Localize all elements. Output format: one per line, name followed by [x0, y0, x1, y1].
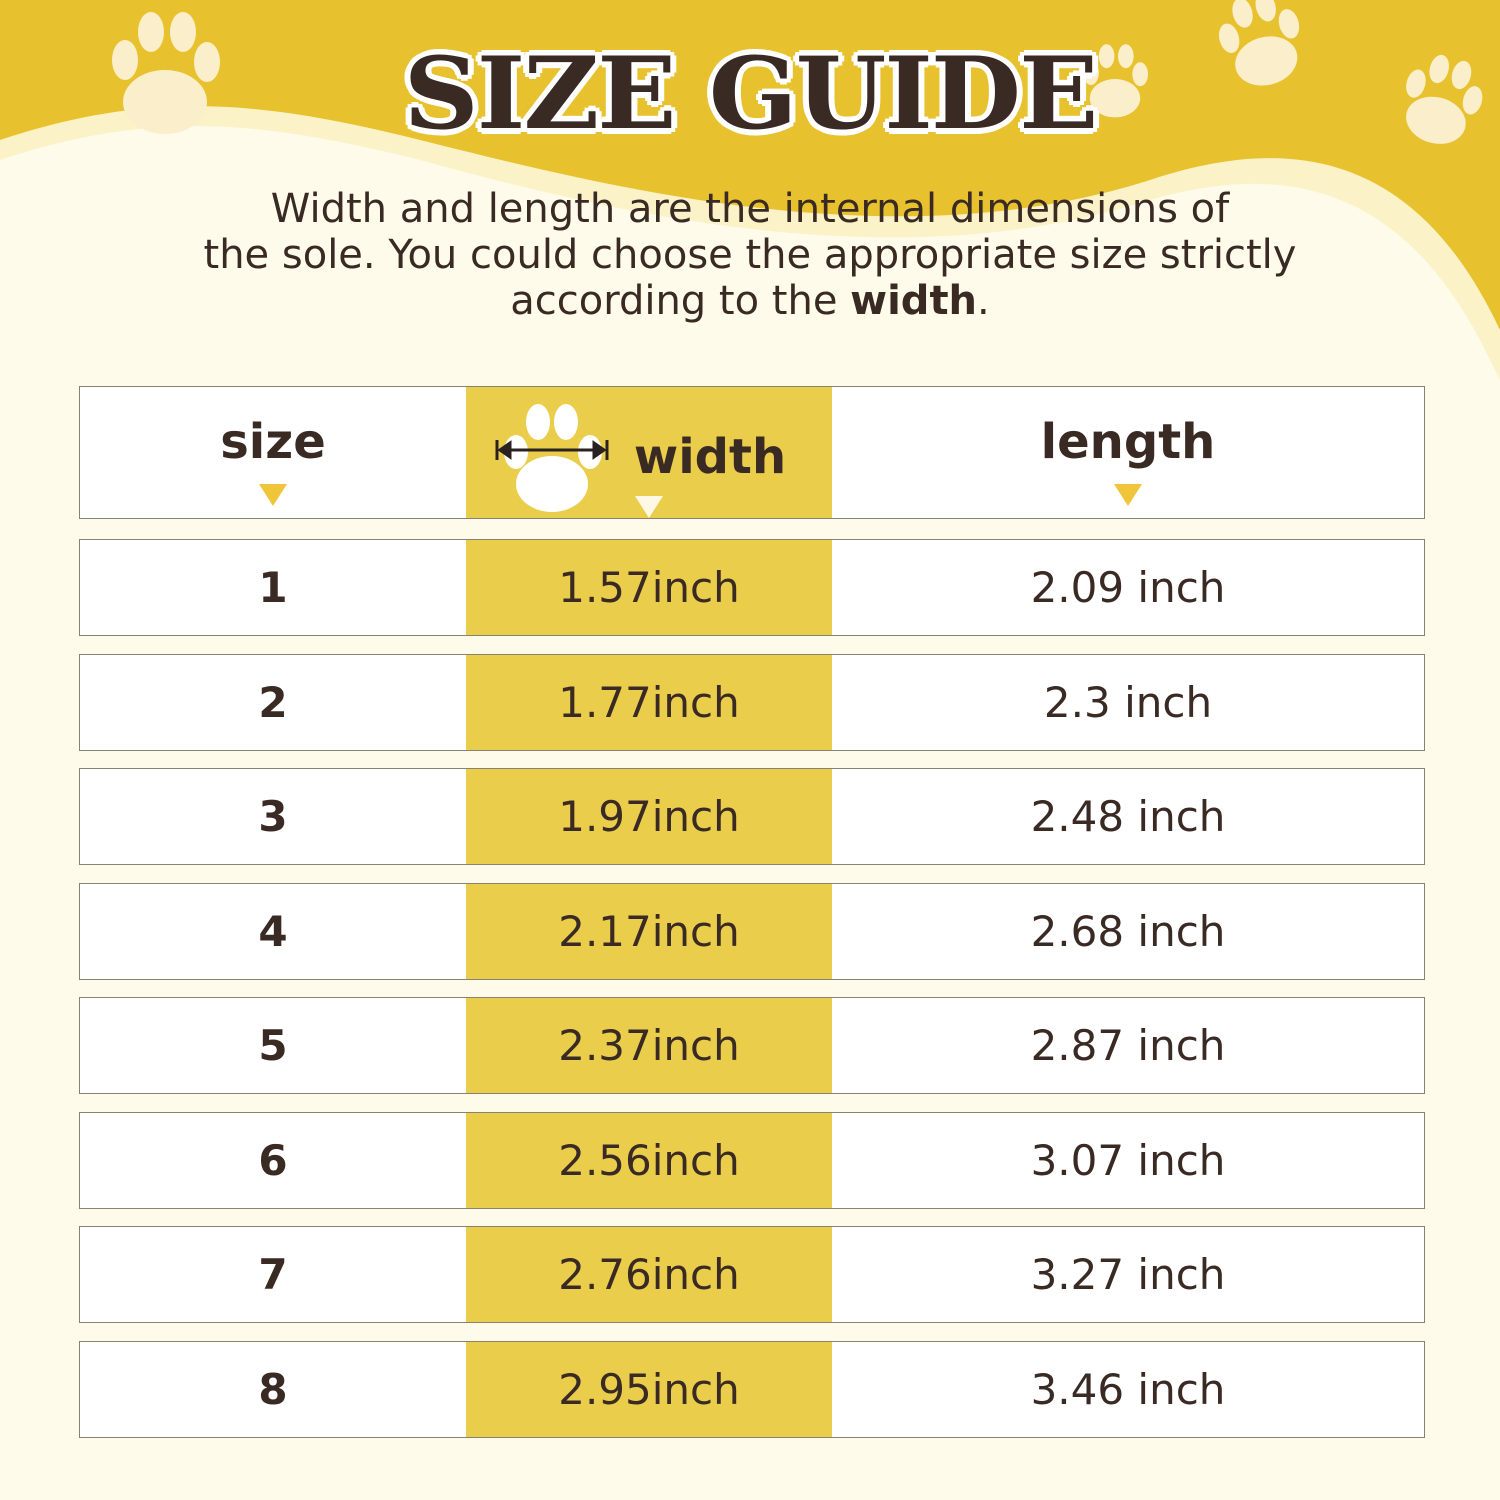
- table-row: 3 1.97inch 2.48 inch: [79, 768, 1425, 865]
- width-cell: 1.77inch: [466, 654, 832, 750]
- paw-with-width-arrow-icon: [495, 403, 609, 512]
- description-text: .: [977, 278, 990, 324]
- length-cell: 2.09 inch: [1030, 563, 1226, 612]
- paw-icon: [112, 12, 220, 134]
- size-cell: 3: [258, 792, 288, 841]
- header-label: length: [1040, 413, 1216, 470]
- paw-icon: [1406, 54, 1483, 144]
- paw-print-decorations: [112, 0, 1483, 144]
- description-line: according to the width.: [150, 278, 1350, 324]
- table-row: 7 2.76inch 3.27 inch: [79, 1226, 1425, 1323]
- size-cell: 1: [258, 563, 288, 612]
- header-length: length: [832, 387, 1424, 518]
- table-row: 2 1.77inch 2.3 inch: [79, 653, 1425, 751]
- page-title: SIZE GUIDE: [403, 35, 1099, 152]
- header-size: size: [80, 387, 466, 518]
- width-cell: 2.95inch: [466, 1341, 832, 1437]
- table-row: 8 2.95inch 3.46 inch: [79, 1340, 1425, 1438]
- paw-icon: [1083, 44, 1148, 118]
- size-cell: 4: [258, 906, 288, 956]
- size-cell: 2: [258, 677, 288, 727]
- size-cell: 7: [258, 1250, 288, 1299]
- size-cell: 6: [258, 1135, 288, 1185]
- size-description: Width and length are the internal dimens…: [150, 186, 1350, 324]
- triangle-down-icon: [635, 495, 663, 518]
- length-cell: 3.27 inch: [1030, 1250, 1226, 1299]
- description-emphasis: width: [850, 278, 978, 324]
- table-row: 4 2.17inch 2.68 inch: [79, 882, 1425, 980]
- length-cell: 3.07 inch: [1030, 1135, 1226, 1185]
- header-label: size: [220, 413, 326, 470]
- width-cell: 2.37inch: [466, 998, 832, 1093]
- table-header: size width length: [79, 386, 1425, 519]
- width-cell: 2.17inch: [466, 883, 832, 979]
- length-cell: 2.48 inch: [1030, 792, 1226, 841]
- table-row: 1 1.57inch 2.09 inch: [79, 539, 1425, 636]
- table-row: 6 2.56inch 3.07 inch: [79, 1111, 1425, 1209]
- size-cell: 8: [258, 1364, 288, 1414]
- width-cell: 2.76inch: [466, 1227, 832, 1322]
- length-cell: 2.3 inch: [1043, 677, 1213, 727]
- description-text: according to the: [510, 278, 851, 324]
- width-cell: 1.97inch: [466, 769, 832, 864]
- length-cell: 3.46 inch: [1030, 1364, 1226, 1414]
- triangle-down-icon: [259, 483, 287, 506]
- description-line: Width and length are the internal dimens…: [270, 186, 1230, 232]
- table-row: 5 2.37inch 2.87 inch: [79, 997, 1425, 1094]
- paw-icon: [1218, 0, 1300, 86]
- length-cell: 2.87 inch: [1030, 1021, 1226, 1070]
- header-width: width: [466, 387, 832, 518]
- size-cell: 5: [258, 1021, 288, 1070]
- length-cell: 2.68 inch: [1030, 906, 1226, 956]
- width-cell: 1.57inch: [466, 540, 832, 635]
- triangle-down-icon: [1114, 483, 1142, 506]
- description-line: the sole. You could choose the appropria…: [203, 232, 1297, 278]
- width-cell: 2.56inch: [466, 1112, 832, 1208]
- header-label: width: [633, 428, 787, 485]
